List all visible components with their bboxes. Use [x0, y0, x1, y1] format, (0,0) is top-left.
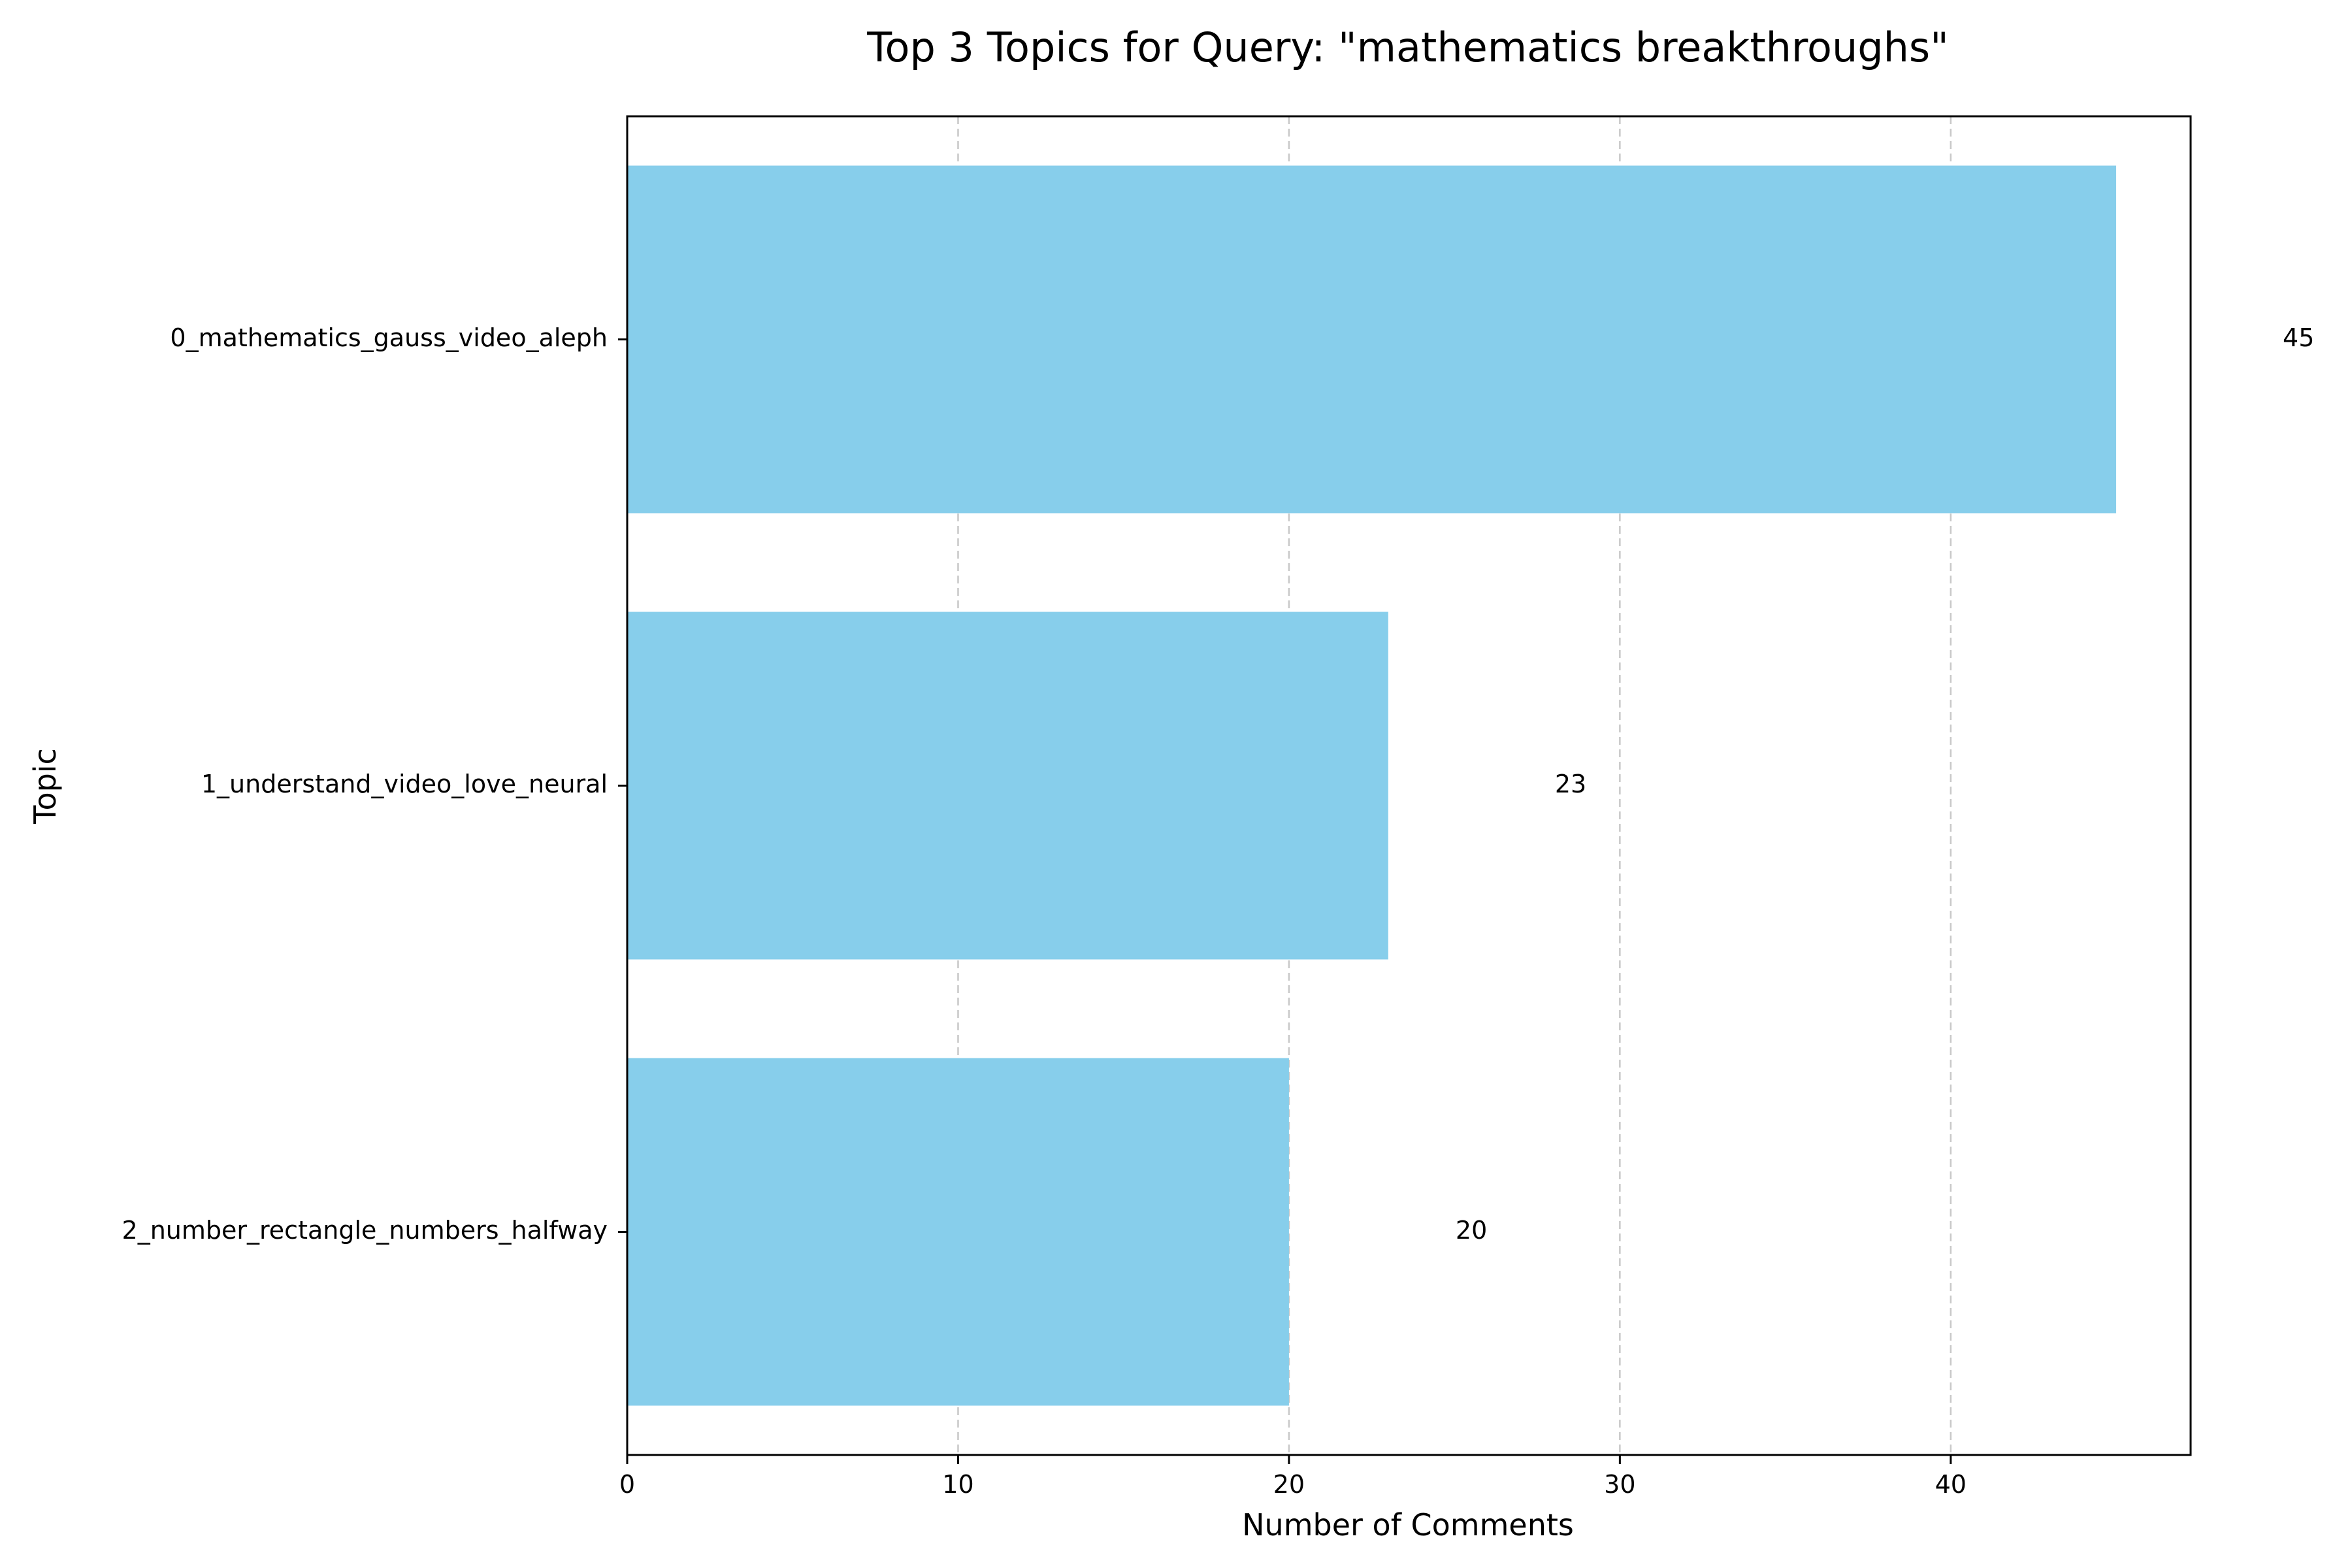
data-label: 23: [1555, 770, 1586, 798]
x-tick-label: 40: [1935, 1470, 1967, 1499]
bars: [627, 165, 2117, 1406]
y-tick-label: 0_mathematics_gauss_video_aleph: [170, 323, 608, 352]
x-tick-label: 20: [1273, 1470, 1305, 1499]
data-label: 20: [1456, 1216, 1487, 1245]
data-labels: 45 23 20: [1456, 323, 2314, 1245]
y-axis-label: Topic: [27, 748, 63, 825]
bar: [627, 612, 1388, 960]
bar: [627, 1058, 1289, 1406]
x-tick-label: 30: [1604, 1470, 1635, 1499]
x-axis-ticks: 0 10 20 30 40: [619, 1455, 1967, 1499]
chart-title: Top 3 Topics for Query: "mathematics bre…: [866, 24, 1949, 71]
y-axis-ticks: 0_mathematics_gauss_video_aleph 1_underst…: [122, 323, 627, 1245]
x-tick-label: 0: [619, 1470, 635, 1499]
y-tick-label: 2_number_rectangle_numbers_halfway: [122, 1216, 608, 1245]
x-tick-label: 10: [942, 1470, 973, 1499]
bar: [627, 165, 2117, 514]
data-label: 45: [2283, 323, 2314, 352]
x-axis-label: Number of Comments: [1242, 1507, 1574, 1543]
y-tick-label: 1_understand_video_love_neural: [201, 770, 608, 798]
